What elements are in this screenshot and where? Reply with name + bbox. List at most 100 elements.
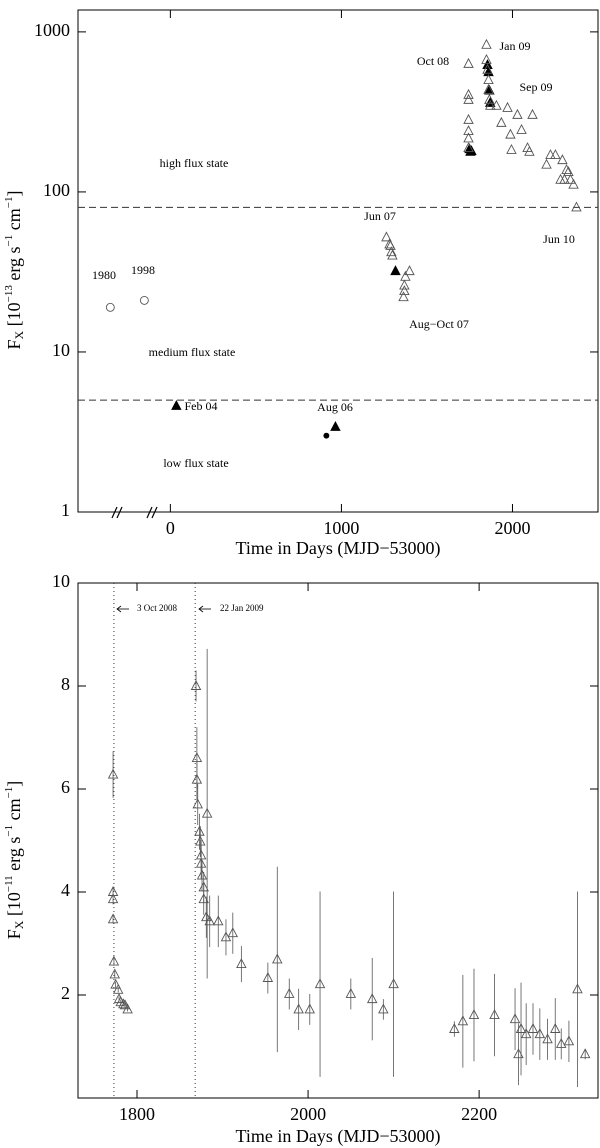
- y-axis-label-part: [10: [4, 302, 24, 331]
- data-point: [191, 773, 203, 784]
- data-point: [463, 93, 474, 104]
- x-tick-label: 0: [166, 518, 175, 538]
- y-tick-label: 8: [61, 674, 70, 694]
- data-point: [107, 913, 119, 924]
- data-point: [105, 302, 115, 312]
- annotation: Jan 09: [500, 39, 531, 53]
- data-point: [196, 869, 208, 880]
- data-point: [404, 265, 415, 276]
- data-point: [192, 798, 203, 809]
- data-point: [323, 432, 330, 439]
- y-axis-label-part: X: [12, 330, 26, 339]
- data-point: [381, 231, 392, 242]
- data-point: [304, 1003, 316, 1014]
- data-point: [559, 173, 570, 184]
- data-point: [171, 399, 182, 410]
- annotation: 3 Oct 2008: [137, 603, 177, 613]
- plot-frame: [77, 582, 599, 1099]
- annotation: 1998: [131, 263, 155, 277]
- annotation: Jun 10: [543, 232, 575, 246]
- data-point: [534, 1028, 546, 1039]
- x-tick-label: 2200: [461, 1104, 497, 1124]
- annotation: Aug−Oct 07: [409, 317, 469, 331]
- data-point: [386, 246, 397, 257]
- data-point: [463, 132, 474, 143]
- y-axis-label-part: erg s: [4, 837, 24, 876]
- y-tick-label: 6: [61, 777, 70, 797]
- data-point: [527, 108, 538, 119]
- y-axis-label-part: −1: [3, 235, 15, 247]
- data-point: [378, 1003, 389, 1014]
- data-point: [482, 63, 493, 74]
- data-point: [555, 1037, 567, 1048]
- data-point: [110, 978, 121, 989]
- data-point: [272, 953, 283, 964]
- y-axis-label: FX [10−13 erg s−1 cm−1]: [3, 190, 26, 349]
- annotation: 1980: [92, 268, 116, 282]
- y-axis-label-part: F: [4, 339, 24, 349]
- x-tick-label: 2000: [494, 518, 530, 538]
- data-point: [512, 108, 523, 119]
- data-point: [122, 1003, 133, 1014]
- data-point: [109, 968, 121, 979]
- y-axis-label-part: erg s: [4, 246, 24, 285]
- y-axis-label-part: ]: [4, 781, 24, 787]
- data-point: [457, 1015, 469, 1026]
- data-point: [489, 1009, 500, 1020]
- data-point: [194, 825, 205, 836]
- data-point: [345, 988, 357, 998]
- data-point: [563, 166, 574, 177]
- data-point: [118, 998, 129, 1009]
- y-axis-label-part: X: [12, 920, 26, 929]
- data-point: [506, 143, 517, 154]
- data-point: [400, 270, 411, 281]
- y-axis-label-part: F: [4, 929, 24, 939]
- annotation: Aug 06: [317, 400, 353, 414]
- y-tick-label: 1: [61, 500, 70, 520]
- data-point: [366, 993, 378, 1004]
- data-point: [463, 57, 474, 68]
- data-point: [330, 420, 341, 431]
- y-tick-label: 4: [61, 880, 70, 900]
- data-point: [201, 911, 212, 922]
- data-point: [491, 99, 502, 110]
- y-tick-label: 100: [43, 180, 70, 200]
- y-axis-label-part: −1: [3, 196, 15, 208]
- data-point: [398, 291, 409, 302]
- data-point: [463, 113, 474, 124]
- annotation: Jun 07: [364, 209, 396, 223]
- data-point: [213, 915, 224, 926]
- x-tick-label: 1000: [323, 518, 359, 538]
- data-point: [520, 1028, 532, 1039]
- annotation: high flux state: [160, 156, 229, 170]
- y-axis-label-part: −1: [3, 825, 15, 837]
- data-point: [293, 1003, 304, 1014]
- data-point: [195, 835, 206, 846]
- data-point: [484, 99, 496, 110]
- data-point: [561, 164, 572, 174]
- data-point: [115, 996, 127, 1007]
- data-point: [496, 116, 507, 127]
- data-point: [481, 53, 492, 64]
- data-point: [557, 154, 568, 165]
- annotation: Feb 04: [185, 399, 218, 413]
- data-point: [284, 988, 295, 998]
- data-point: [549, 1023, 561, 1033]
- x-axis-label: Time in Days (MJD−53000): [236, 538, 441, 559]
- annotation: Oct 08: [417, 54, 449, 68]
- data-point: [204, 915, 215, 926]
- data-point: [568, 178, 579, 189]
- x-tick-label: 1800: [119, 1104, 155, 1124]
- annotation: low flux state: [163, 456, 228, 470]
- annotation-arrow: [116, 605, 211, 613]
- y-tick-label: 10: [52, 340, 70, 360]
- data-point: [502, 101, 513, 112]
- y-tick-label: 10: [52, 571, 70, 591]
- data-point: [463, 125, 474, 136]
- data-point: [481, 38, 492, 49]
- y-axis-label-part: ]: [4, 190, 24, 196]
- data-point: [483, 74, 494, 85]
- data-point: [565, 173, 576, 184]
- data-point: [190, 680, 202, 690]
